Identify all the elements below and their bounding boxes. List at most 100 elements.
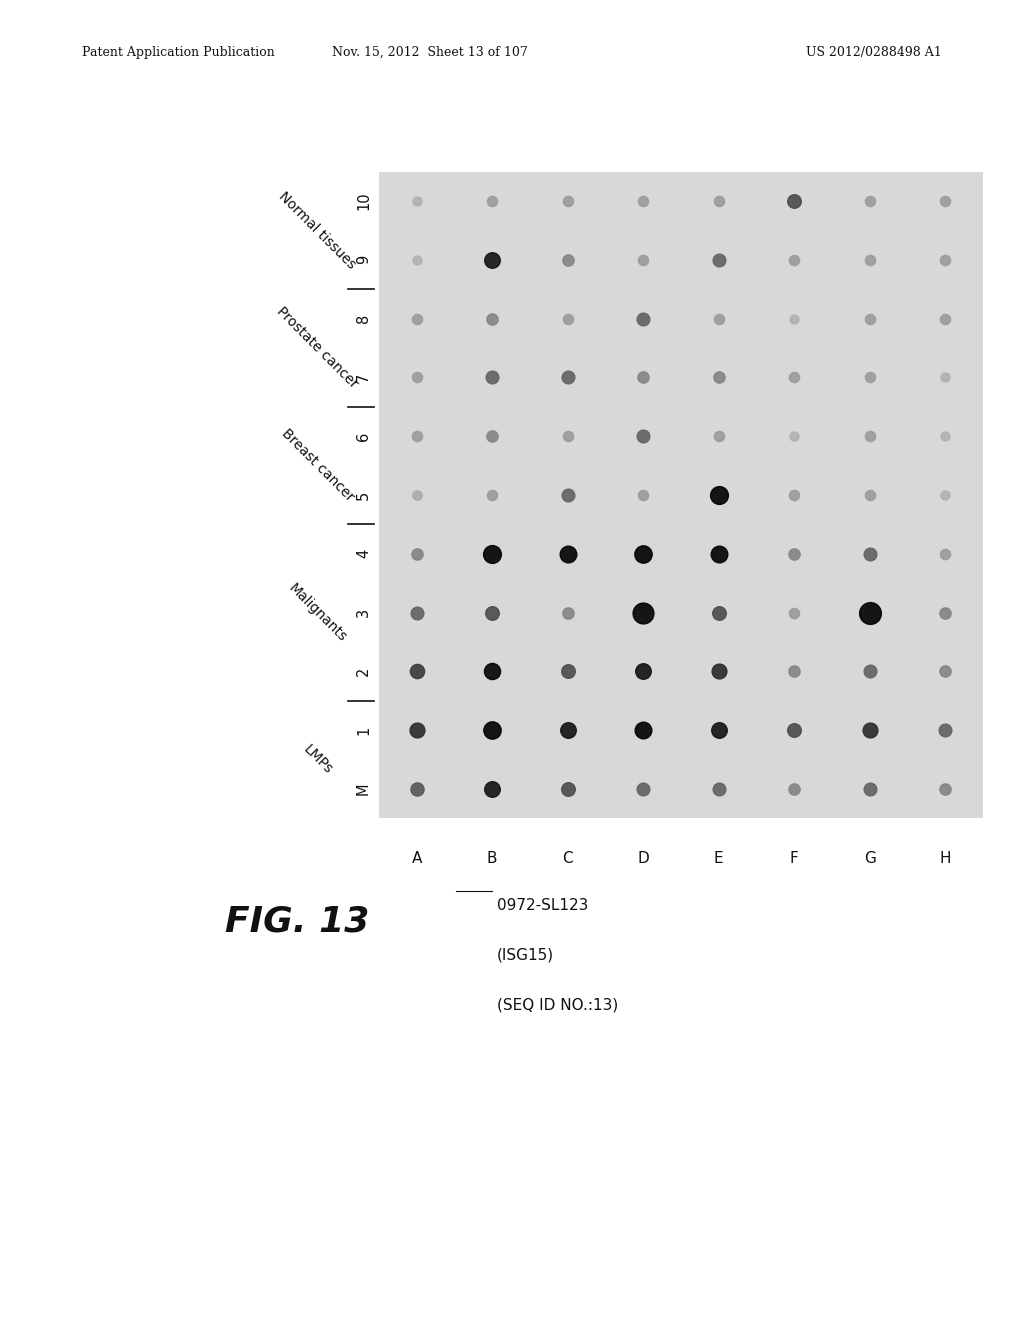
Point [484, 719, 501, 741]
Text: FIG. 13: FIG. 13 [225, 904, 370, 939]
Point [711, 308, 727, 329]
Point [635, 425, 651, 446]
Point [861, 249, 878, 271]
Point [861, 190, 878, 211]
Point [937, 249, 953, 271]
Point [559, 425, 575, 446]
Bar [379, 172, 983, 818]
Point [635, 367, 651, 388]
Point [786, 719, 803, 741]
Point [937, 719, 953, 741]
Point [861, 602, 878, 623]
Point [861, 544, 878, 565]
Point [559, 602, 575, 623]
Text: 10: 10 [356, 191, 371, 210]
Point [409, 544, 425, 565]
Point [711, 249, 727, 271]
Text: Nov. 15, 2012  Sheet 13 of 107: Nov. 15, 2012 Sheet 13 of 107 [332, 46, 528, 59]
Point [409, 425, 425, 446]
Text: 5: 5 [356, 490, 371, 500]
Point [937, 661, 953, 682]
Point [711, 190, 727, 211]
Point [786, 249, 803, 271]
Point [409, 308, 425, 329]
Point [559, 661, 575, 682]
Point [937, 602, 953, 623]
Point [937, 484, 953, 506]
Text: Patent Application Publication: Patent Application Publication [82, 46, 274, 59]
Point [409, 602, 425, 623]
Point [409, 249, 425, 271]
Point [786, 779, 803, 800]
Text: 3: 3 [356, 609, 371, 618]
Text: M: M [356, 783, 371, 795]
Point [559, 779, 575, 800]
Point [484, 190, 501, 211]
Point [409, 190, 425, 211]
Text: 2: 2 [356, 667, 371, 676]
Point [409, 484, 425, 506]
Point [861, 425, 878, 446]
Point [786, 544, 803, 565]
Point [937, 367, 953, 388]
Point [937, 190, 953, 211]
Point [635, 661, 651, 682]
Text: 7: 7 [356, 372, 371, 381]
Point [786, 308, 803, 329]
Point [409, 661, 425, 682]
Text: 1: 1 [356, 726, 371, 735]
Point [484, 544, 501, 565]
Point [711, 367, 727, 388]
Point [786, 602, 803, 623]
Text: H: H [940, 851, 951, 866]
Text: (SEQ ID NO.:13): (SEQ ID NO.:13) [497, 998, 617, 1012]
Point [559, 249, 575, 271]
Point [861, 779, 878, 800]
Point [711, 484, 727, 506]
Text: US 2012/0288498 A1: US 2012/0288498 A1 [806, 46, 942, 59]
Text: B: B [486, 851, 498, 866]
Point [635, 544, 651, 565]
Text: Normal tissues: Normal tissues [276, 189, 358, 272]
Text: 0972-SL123: 0972-SL123 [497, 898, 588, 912]
Point [711, 544, 727, 565]
Point [937, 308, 953, 329]
Point [484, 779, 501, 800]
Text: G: G [864, 851, 876, 866]
Point [937, 779, 953, 800]
Text: A: A [412, 851, 422, 866]
Point [484, 602, 501, 623]
Point [484, 425, 501, 446]
Text: Malignants: Malignants [286, 581, 349, 644]
Point [786, 425, 803, 446]
Point [861, 308, 878, 329]
Text: Prostate cancer: Prostate cancer [274, 305, 360, 391]
Point [711, 779, 727, 800]
Point [484, 661, 501, 682]
Point [409, 719, 425, 741]
Text: D: D [637, 851, 649, 866]
Point [559, 308, 575, 329]
Text: 6: 6 [356, 432, 371, 441]
Point [861, 484, 878, 506]
Point [484, 367, 501, 388]
Point [635, 602, 651, 623]
Point [861, 367, 878, 388]
Point [786, 484, 803, 506]
Point [559, 190, 575, 211]
Point [484, 308, 501, 329]
Point [861, 661, 878, 682]
Point [635, 190, 651, 211]
Text: E: E [714, 851, 724, 866]
Text: 4: 4 [356, 549, 371, 558]
Text: (ISG15): (ISG15) [497, 948, 554, 962]
Point [635, 249, 651, 271]
Point [635, 484, 651, 506]
Point [635, 308, 651, 329]
Text: F: F [790, 851, 799, 866]
Text: Breast cancer: Breast cancer [279, 426, 356, 504]
Text: C: C [562, 851, 573, 866]
Point [786, 190, 803, 211]
Point [559, 484, 575, 506]
Point [937, 544, 953, 565]
